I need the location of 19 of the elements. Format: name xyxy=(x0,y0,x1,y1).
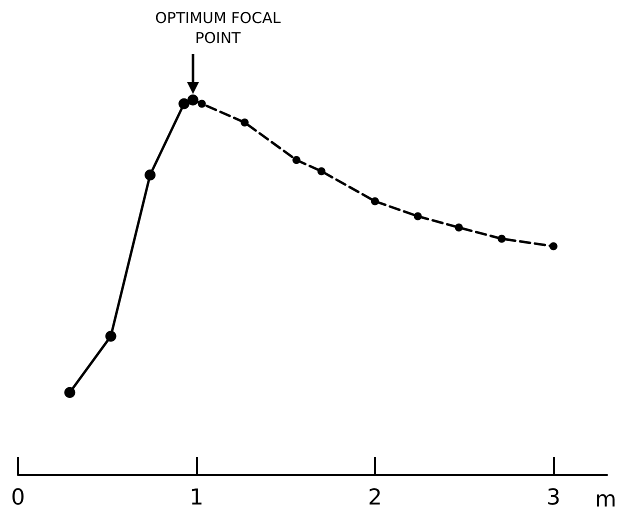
x-axis-title: m xyxy=(595,488,616,512)
point xyxy=(178,98,190,110)
point xyxy=(105,330,116,342)
text: OPTIMUM FOCAL POINT xyxy=(154,8,282,48)
point xyxy=(64,387,76,398)
point xyxy=(498,234,506,243)
point xyxy=(198,100,206,108)
point xyxy=(414,212,422,220)
x-tick-label: 3 xyxy=(546,486,560,510)
point xyxy=(317,167,326,176)
x-tick-label: 0 xyxy=(11,486,25,510)
point xyxy=(240,118,249,126)
point xyxy=(454,224,463,232)
point xyxy=(144,170,156,180)
x-tick-label: 1 xyxy=(189,486,204,510)
point xyxy=(549,242,558,250)
x-tick-label: 2 xyxy=(368,486,382,510)
point xyxy=(292,156,300,164)
point xyxy=(370,197,379,206)
